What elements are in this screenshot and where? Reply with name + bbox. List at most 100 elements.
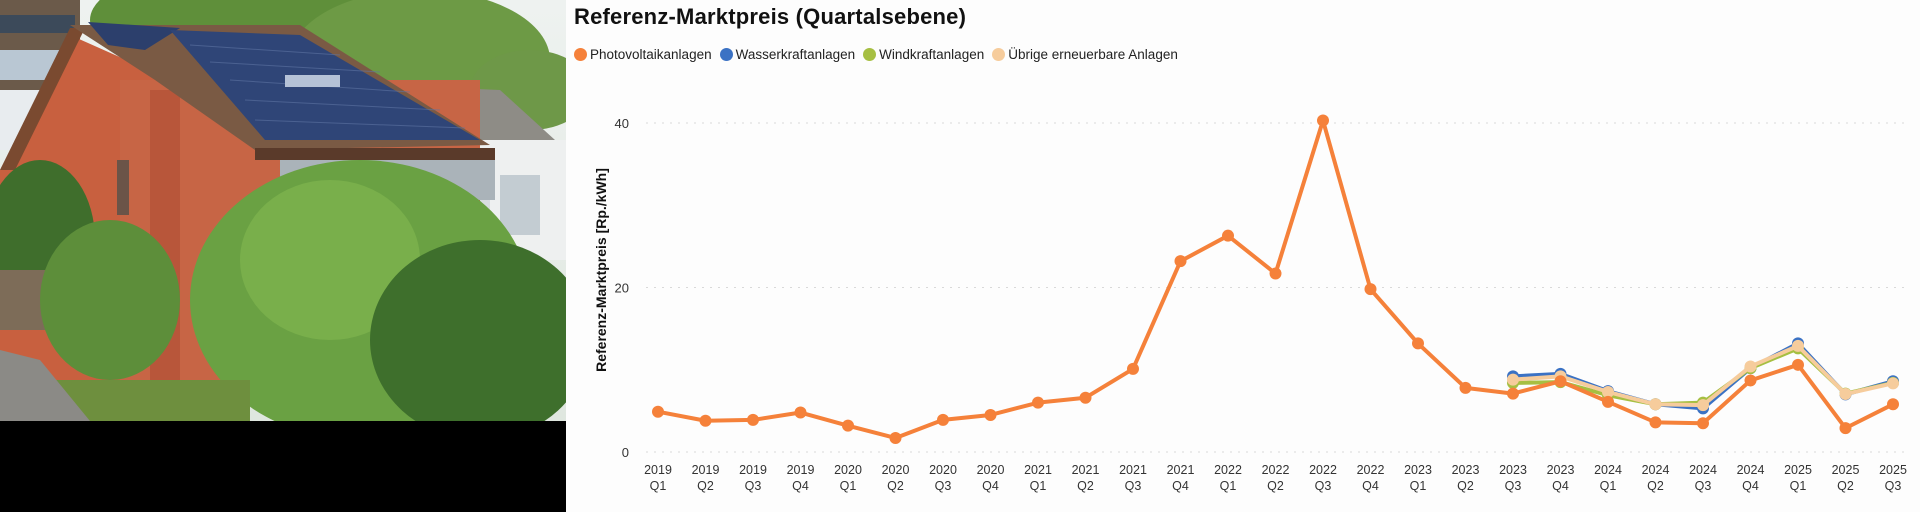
- photo-illustration: [0, 0, 566, 421]
- x-tick-label: 2019: [644, 463, 672, 477]
- x-tick-label: Q1: [1410, 479, 1427, 493]
- data-point[interactable]: [794, 406, 807, 419]
- legend-item-wasserkraft[interactable]: Wasserkraftanlagen: [719, 47, 856, 62]
- data-point[interactable]: [1174, 255, 1187, 268]
- data-point[interactable]: [937, 413, 949, 426]
- legend-dot-icon: [719, 48, 733, 61]
- data-point[interactable]: [1602, 385, 1614, 398]
- x-tick-label: 2023: [1452, 463, 1480, 477]
- legend-item-windkraft[interactable]: Windkraftanlagen: [863, 47, 984, 62]
- x-tick-label: 2023: [1547, 463, 1575, 477]
- x-tick-label: 2021: [1119, 463, 1147, 477]
- data-point[interactable]: [984, 408, 997, 421]
- x-tick-label: Q3: [1885, 479, 1902, 493]
- x-tick-label: 2023: [1404, 463, 1432, 477]
- series-photovoltaikanlagen: [652, 114, 1899, 445]
- x-tick-label: 2024: [1689, 463, 1717, 477]
- data-point[interactable]: [1032, 396, 1044, 409]
- x-tick-label: Q4: [1172, 479, 1189, 493]
- data-point[interactable]: [1649, 398, 1662, 411]
- data-point[interactable]: [1697, 417, 1709, 430]
- x-tick-label: Q1: [1030, 479, 1047, 493]
- x-tick-label: 2019: [739, 463, 767, 477]
- legend-label: Wasserkraftanlagen: [735, 47, 856, 62]
- y-tick-label: 0: [622, 445, 629, 460]
- x-tick-label: Q2: [1647, 479, 1664, 493]
- legend-item-photovoltaik[interactable]: Photovoltaikanlagen: [574, 47, 712, 62]
- data-point[interactable]: [1079, 391, 1092, 404]
- x-tick-label: Q4: [1742, 479, 1759, 493]
- data-point[interactable]: [1744, 360, 1757, 373]
- data-point[interactable]: [1744, 374, 1757, 387]
- x-tick-label: 2020: [977, 463, 1005, 477]
- house-solar-photo: [0, 0, 566, 421]
- data-point[interactable]: [889, 432, 902, 445]
- x-tick-label: Q2: [1457, 479, 1474, 493]
- data-point[interactable]: [1839, 388, 1852, 401]
- data-point[interactable]: [1887, 377, 1899, 390]
- data-point[interactable]: [1459, 381, 1472, 394]
- data-point[interactable]: [1792, 358, 1804, 371]
- y-tick-label: 40: [615, 116, 629, 131]
- x-tick-label: Q2: [697, 479, 714, 493]
- legend-item-uebrige[interactable]: Übrige erneuerbare Anlagen: [992, 47, 1178, 62]
- line-plot: 0 20 40 2019 Q1 2019 Q2 2019 Q3 2019 Q4 2020 Q1 2020…: [615, 114, 1908, 493]
- x-tick-label: Q1: [1220, 479, 1237, 493]
- data-point[interactable]: [1127, 362, 1139, 375]
- y-tick-label: 20: [615, 281, 629, 296]
- data-point[interactable]: [1269, 267, 1282, 280]
- x-tick-label: 2021: [1024, 463, 1052, 477]
- data-point[interactable]: [1364, 283, 1377, 296]
- x-tick-label: Q4: [1552, 479, 1569, 493]
- x-tick-label: 2025: [1784, 463, 1812, 477]
- data-point[interactable]: [1317, 114, 1329, 127]
- x-tick-label: Q2: [1267, 479, 1284, 493]
- x-tick-label: 2022: [1309, 463, 1337, 477]
- x-tick-label: Q4: [792, 479, 809, 493]
- data-point[interactable]: [1507, 373, 1519, 386]
- x-tick-label: 2023: [1499, 463, 1527, 477]
- data-point[interactable]: [1602, 395, 1614, 408]
- data-point[interactable]: [1887, 398, 1899, 411]
- legend-dot-icon: [992, 48, 1006, 61]
- data-point[interactable]: [699, 414, 712, 427]
- x-tick-label: 2025: [1879, 463, 1907, 477]
- legend-label: Übrige erneuerbare Anlagen: [1008, 47, 1178, 62]
- data-point[interactable]: [1222, 229, 1234, 242]
- data-point[interactable]: [1697, 399, 1709, 412]
- data-point[interactable]: [1412, 337, 1424, 350]
- x-tick-label: Q2: [887, 479, 904, 493]
- x-tick-label: Q3: [745, 479, 762, 493]
- data-point[interactable]: [1839, 422, 1852, 435]
- x-tick-label: 2022: [1262, 463, 1290, 477]
- data-point[interactable]: [652, 405, 664, 418]
- x-tick-label: Q3: [1125, 479, 1142, 493]
- x-tick-label: 2021: [1072, 463, 1100, 477]
- x-tick-label: 2024: [1737, 463, 1765, 477]
- photo-letterbox: [0, 421, 566, 512]
- x-tick-label: Q2: [1837, 479, 1854, 493]
- data-point[interactable]: [1554, 375, 1567, 388]
- data-point[interactable]: [1649, 416, 1662, 429]
- legend-label: Windkraftanlagen: [879, 47, 985, 62]
- x-axis-ticks: 2019 Q1 2019 Q2 2019 Q3 2019 Q4 2020 Q1 2020 Q2 2020…: [644, 463, 1907, 493]
- data-point[interactable]: [1507, 387, 1519, 400]
- x-tick-label: 2024: [1642, 463, 1670, 477]
- y-axis-ticks: 0 20 40: [615, 116, 629, 460]
- x-tick-label: Q4: [1362, 479, 1379, 493]
- chart-legend: Photovoltaikanlagen Wasserkraftanlagen W…: [574, 47, 1178, 62]
- legend-dot-icon: [574, 48, 587, 61]
- x-tick-label: Q1: [1790, 479, 1807, 493]
- x-tick-label: Q3: [1315, 479, 1332, 493]
- series-übrige-erneuerbare-anlagen: [1507, 339, 1899, 412]
- x-tick-label: 2020: [929, 463, 957, 477]
- data-point[interactable]: [747, 413, 759, 426]
- x-tick-label: Q4: [982, 479, 999, 493]
- x-tick-label: Q1: [840, 479, 857, 493]
- x-tick-label: Q3: [935, 479, 952, 493]
- legend-label: Photovoltaikanlagen: [590, 47, 712, 62]
- x-tick-label: 2022: [1357, 463, 1385, 477]
- data-point[interactable]: [842, 419, 854, 432]
- data-series: [652, 114, 1899, 445]
- data-point[interactable]: [1792, 339, 1804, 352]
